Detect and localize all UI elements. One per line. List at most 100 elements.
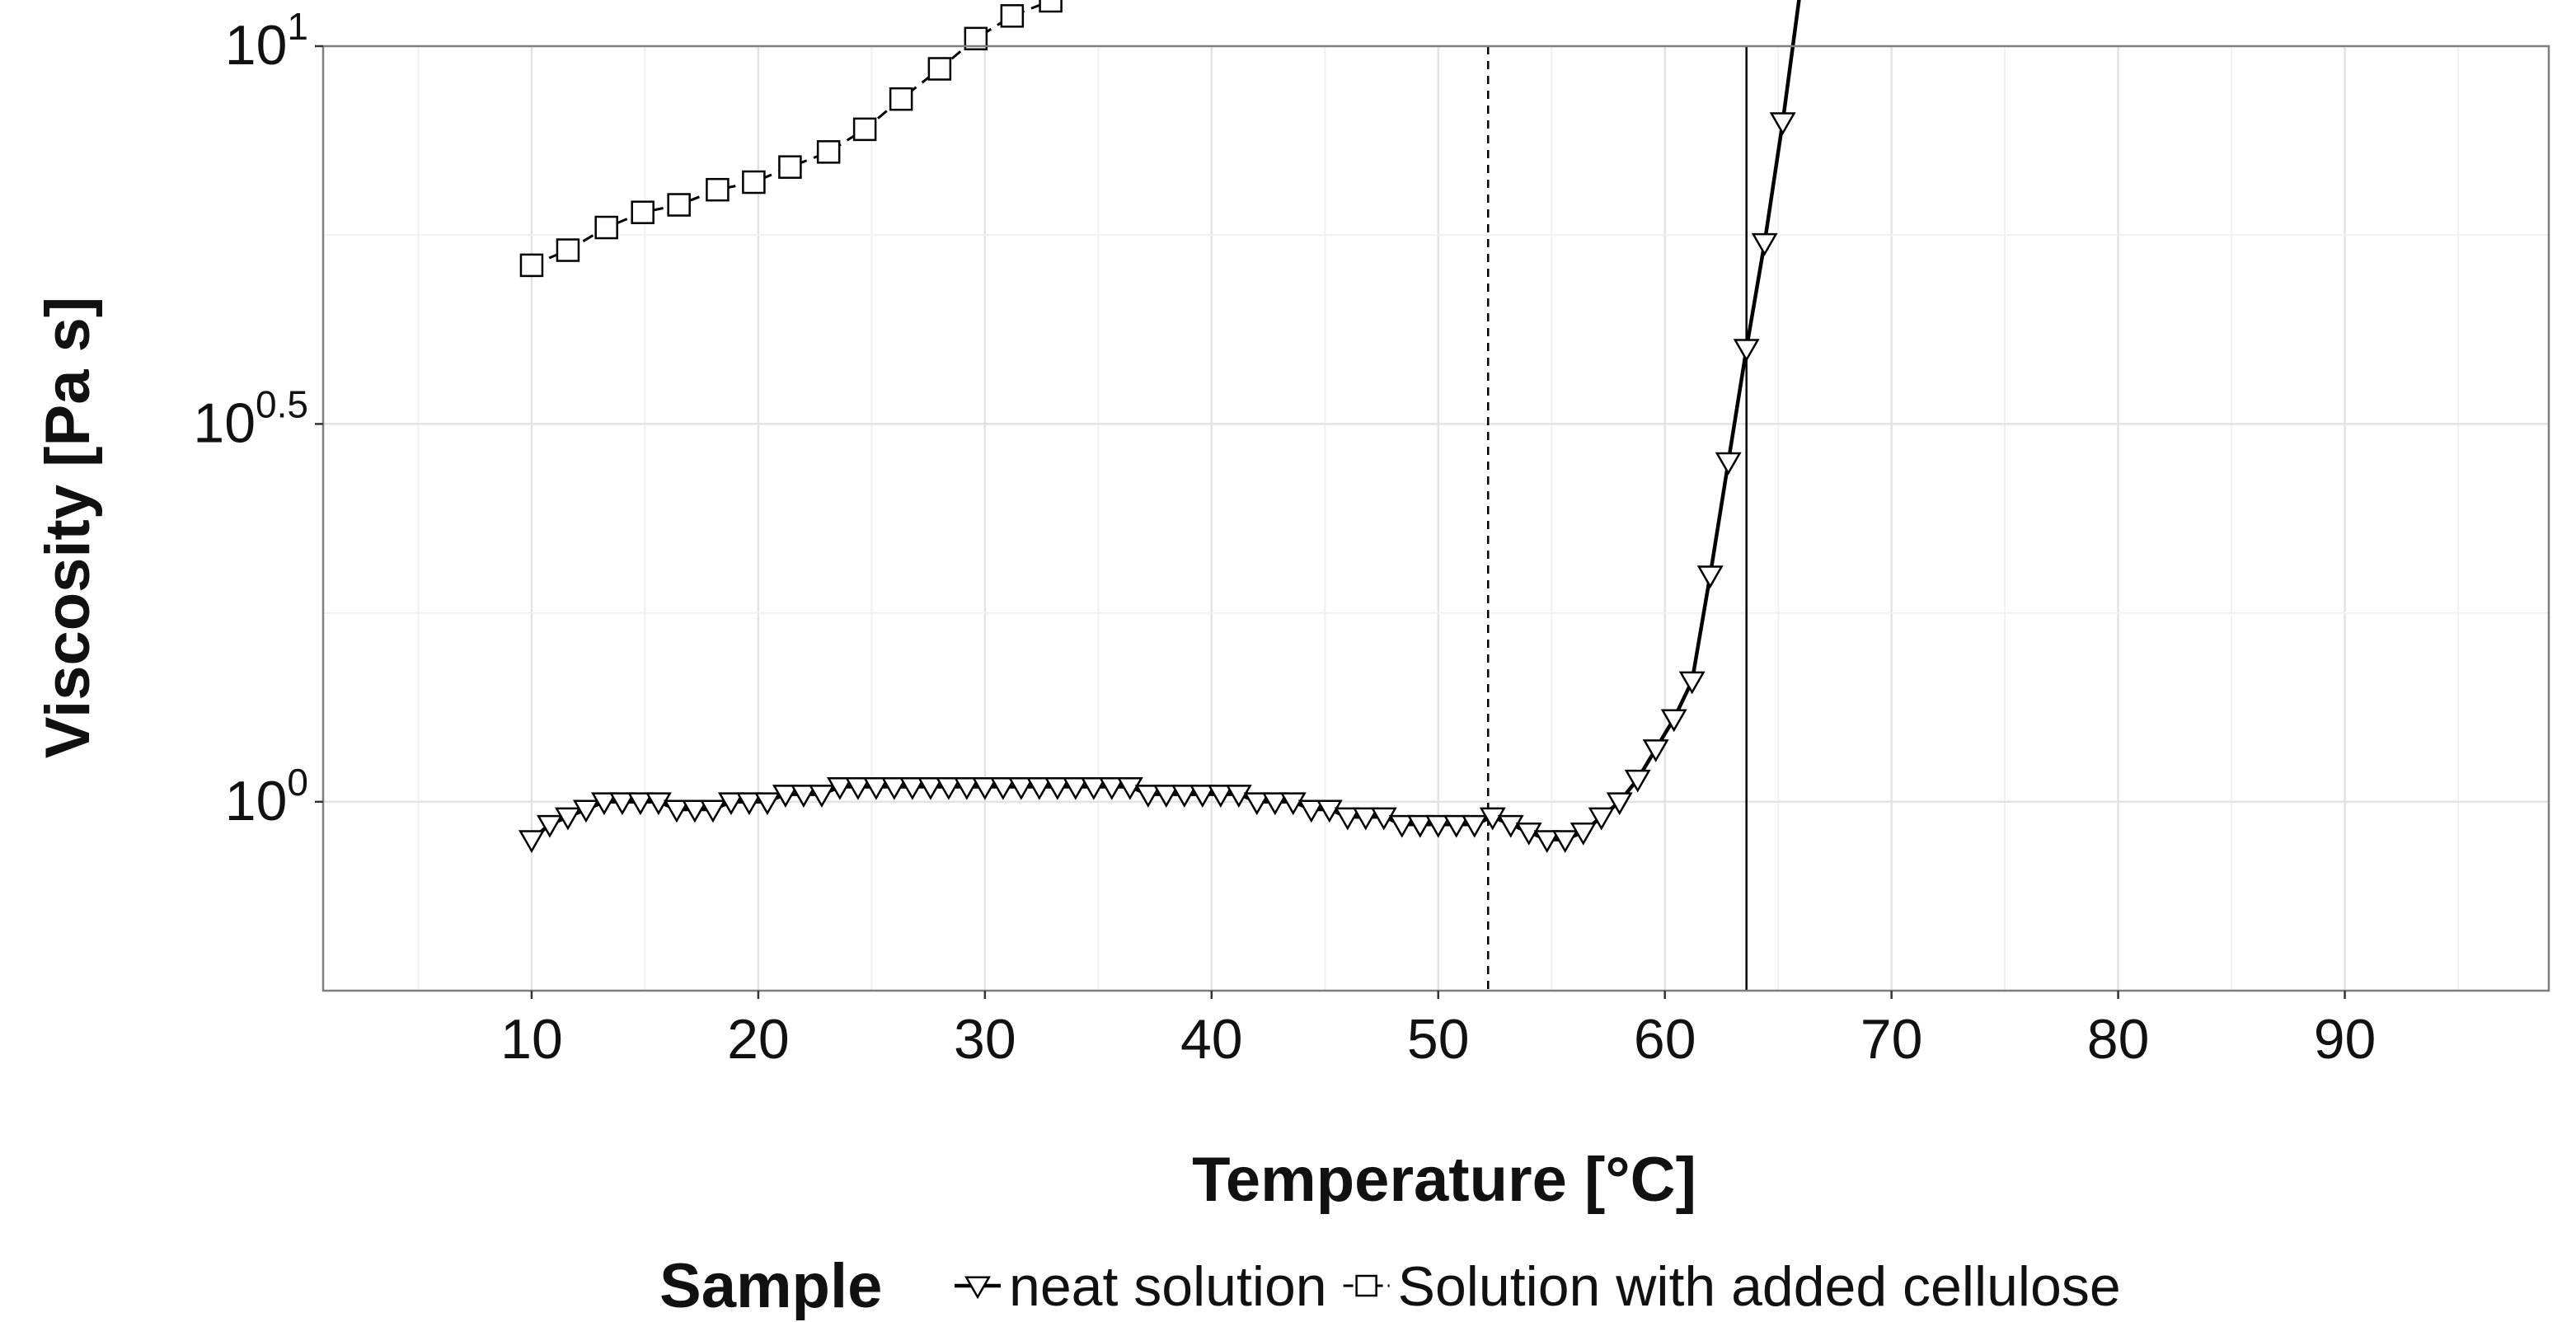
x-tick-label: 40 [1180,1008,1243,1071]
data-point [1624,769,1651,793]
legend: Sample neat solution Solution with added c… [659,1251,2121,1321]
data-point [772,785,799,808]
data-point [1039,0,1063,13]
data-point [862,777,889,800]
data-point [1551,830,1579,853]
data-point [1000,4,1025,28]
data-point [790,785,817,808]
data-point [518,830,545,853]
y-tick-label: 100 [225,761,308,832]
series [518,0,1801,853]
y-tick-base: 10 [193,391,256,454]
data-point [681,799,708,823]
data-point [1171,785,1198,808]
axes: 102030405060708090100100.5101101.5102102… [193,5,2377,1071]
data-point [1424,814,1452,838]
y-axis-title: Viscosity [Pa s] [33,297,103,758]
data-point [1152,785,1180,808]
legend-key-cellulose [1343,1274,1390,1297]
data-point [816,140,841,164]
x-axis-title: Temperature [°C] [1192,1145,1696,1215]
data-point [1497,814,1524,838]
data-point [1570,823,1597,846]
grid [323,45,2549,991]
data-point [844,777,871,800]
data-point [1098,777,1125,800]
y-tick-exponent: 1 [287,5,308,48]
x-tick-label: 60 [1634,1008,1696,1071]
x-tick-label: 50 [1407,1008,1470,1071]
data-point [826,777,853,800]
legend-label: Solution with added cellulose [1398,1255,2121,1318]
data-point [1044,777,1071,800]
data-point [556,238,580,262]
y-tick-exponent: 0 [287,761,308,804]
data-point [1769,112,1796,135]
data-point [1533,830,1560,853]
data-point [699,799,726,823]
data-point [971,777,998,800]
data-point [1207,785,1234,808]
data-point [1388,814,1415,838]
data-point [554,807,581,831]
data-point [753,792,781,816]
data-point [1261,792,1288,816]
data-point [989,777,1016,800]
data-point [667,193,691,217]
y-tick-label: 100.5 [193,382,308,454]
data-point [1316,799,1343,823]
data-point [631,200,655,224]
data-point [1025,777,1053,800]
data-point [1479,807,1506,831]
data-point [889,87,913,111]
reference-lines [1486,46,1748,991]
data-point [735,792,762,816]
data-point [742,170,766,195]
x-tick-label: 20 [727,1008,790,1071]
series-cellulose [519,0,1063,278]
data-point [1606,792,1633,816]
data-point [1352,807,1379,831]
y-tick-base: 10 [225,14,288,77]
data-point [1297,799,1325,823]
data-point [1370,807,1397,831]
data-point [717,792,744,816]
data-point [1461,814,1488,838]
legend-key-marker [964,1276,991,1300]
legend-title: Sample [659,1251,882,1321]
data-point [1751,232,1778,256]
data-point [1334,807,1361,831]
data-point [1660,709,1687,733]
data-point [594,215,618,240]
data-point [1678,671,1706,695]
data-point [1189,785,1216,808]
data-point [1134,785,1161,808]
data-point [1062,777,1089,800]
data-point [808,785,835,808]
data-point [852,117,877,142]
data-point [572,799,599,823]
data-point [608,792,636,816]
data-point [1243,792,1270,816]
data-point [778,155,802,179]
y-tick-base: 10 [225,770,288,832]
series-neat-solution [518,0,1801,853]
data-point [1515,823,1542,846]
data-point [1715,452,1742,476]
x-tick-label: 90 [2314,1008,2377,1071]
data-point [645,792,672,816]
y-tick-label: 101 [225,5,308,77]
data-point [1279,792,1307,816]
data-point [1080,777,1107,800]
plot-border [321,45,2550,992]
data-point [1443,814,1470,838]
data-point [1007,777,1035,800]
data-point [519,253,544,278]
data-point [536,814,563,838]
data-point [1733,339,1760,363]
legend-label: neat solution [1009,1255,1327,1318]
data-point [899,777,926,800]
y-tick-exponent: 0.5 [256,382,308,425]
